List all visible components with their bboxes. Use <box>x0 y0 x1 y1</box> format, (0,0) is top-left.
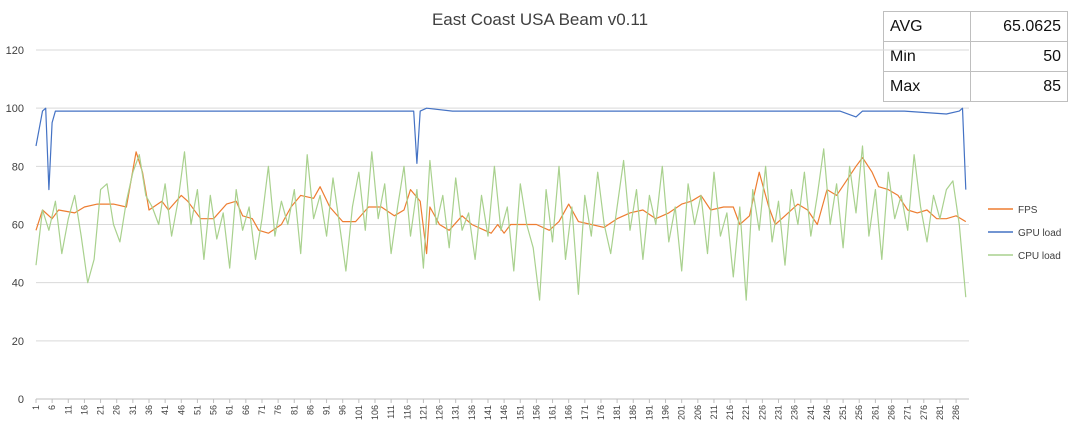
x-tick-label: 146 <box>499 405 509 420</box>
x-tick-label: 131 <box>451 405 461 420</box>
x-tick-label: 66 <box>241 405 251 415</box>
legend-label: FPS <box>1018 205 1038 216</box>
x-tick-label: 191 <box>644 405 654 420</box>
x-tick-label: 241 <box>806 405 816 420</box>
x-tick-label: 196 <box>661 405 671 420</box>
stats-label: AVG <box>883 11 971 42</box>
x-tick-label: 286 <box>951 405 961 420</box>
x-tick-label: 271 <box>903 405 913 420</box>
y-tick-label: 20 <box>12 336 24 348</box>
stats-value: 85 <box>970 71 1068 102</box>
x-tick-label: 246 <box>822 405 832 420</box>
y-tick-label: 40 <box>12 278 24 290</box>
x-tick-label: 96 <box>338 405 348 415</box>
x-tick-label: 256 <box>854 405 864 420</box>
stats-label: Max <box>883 71 971 102</box>
x-tick-label: 56 <box>209 405 219 415</box>
y-tick-label: 60 <box>12 220 24 232</box>
x-tick-label: 166 <box>564 405 574 420</box>
y-tick-label: 80 <box>12 161 24 173</box>
x-tick-label: 6 <box>47 405 57 410</box>
series-line-cpu-load <box>35 145 967 301</box>
y-tick-label: 100 <box>6 103 24 115</box>
x-tick-label: 81 <box>289 405 299 415</box>
x-tick-label: 161 <box>548 405 558 420</box>
legend-label: GPU load <box>1018 228 1061 239</box>
x-tick-label: 236 <box>790 405 800 420</box>
x-tick-label: 226 <box>757 405 767 420</box>
x-tick-label: 251 <box>838 405 848 420</box>
x-tick-label: 261 <box>870 405 880 420</box>
y-tick-label: 120 <box>6 45 24 57</box>
x-tick-label: 106 <box>370 405 380 420</box>
y-tick-label: 0 <box>18 394 24 406</box>
stats-value: 50 <box>970 41 1068 72</box>
x-tick-label: 281 <box>935 405 945 420</box>
x-tick-label: 211 <box>709 405 719 419</box>
x-tick-label: 31 <box>128 405 138 415</box>
chart-title: East Coast USA Beam v0.11 <box>431 10 649 29</box>
x-tick-label: 136 <box>467 405 477 420</box>
stats-value: 65.0625 <box>970 11 1068 42</box>
x-tick-label: 201 <box>677 405 687 420</box>
legend-label: CPU load <box>1018 251 1061 262</box>
x-tick-label: 151 <box>515 405 525 420</box>
stats-row-max: Max 85 <box>883 71 1068 102</box>
x-tick-label: 181 <box>612 405 622 420</box>
x-tick-label: 141 <box>483 405 493 420</box>
x-tick-label: 221 <box>741 405 751 420</box>
x-tick-label: 41 <box>160 405 170 415</box>
x-tick-label: 186 <box>628 405 638 420</box>
x-tick-label: 116 <box>402 405 412 419</box>
x-tick-label: 101 <box>354 405 364 420</box>
x-tick-label: 71 <box>257 405 267 415</box>
x-tick-label: 36 <box>144 405 154 415</box>
x-tick-label: 111 <box>386 405 396 419</box>
x-tick-label: 21 <box>96 405 106 415</box>
stats-row-avg: AVG 65.0625 <box>883 11 1068 42</box>
x-tick-label: 266 <box>887 405 897 420</box>
x-tick-label: 231 <box>774 405 784 420</box>
x-tick-label: 171 <box>580 405 590 420</box>
x-tick-label: 91 <box>322 405 332 415</box>
x-tick-label: 176 <box>596 405 606 420</box>
x-tick-label: 61 <box>225 405 235 415</box>
x-tick-label: 126 <box>435 405 445 420</box>
x-tick-label: 26 <box>112 405 122 415</box>
series-line-fps <box>35 151 967 255</box>
x-tick-label: 86 <box>305 405 315 415</box>
x-tick-label: 1 <box>31 405 41 410</box>
stats-row-min: Min 50 <box>883 41 1068 72</box>
stats-label: Min <box>883 41 971 72</box>
x-tick-label: 46 <box>176 405 186 415</box>
x-tick-label: 11 <box>63 405 73 414</box>
x-tick-label: 156 <box>531 405 541 420</box>
x-tick-label: 121 <box>418 405 428 420</box>
x-tick-label: 276 <box>919 405 929 420</box>
x-tick-label: 16 <box>79 405 89 415</box>
x-tick-label: 51 <box>192 405 202 415</box>
x-tick-label: 216 <box>725 405 735 420</box>
x-tick-label: 206 <box>693 405 703 420</box>
series-line-gpu-load <box>35 107 967 191</box>
stats-table: AVG 65.0625 Min 50 Max 85 <box>883 11 1068 102</box>
x-tick-label: 76 <box>273 405 283 415</box>
